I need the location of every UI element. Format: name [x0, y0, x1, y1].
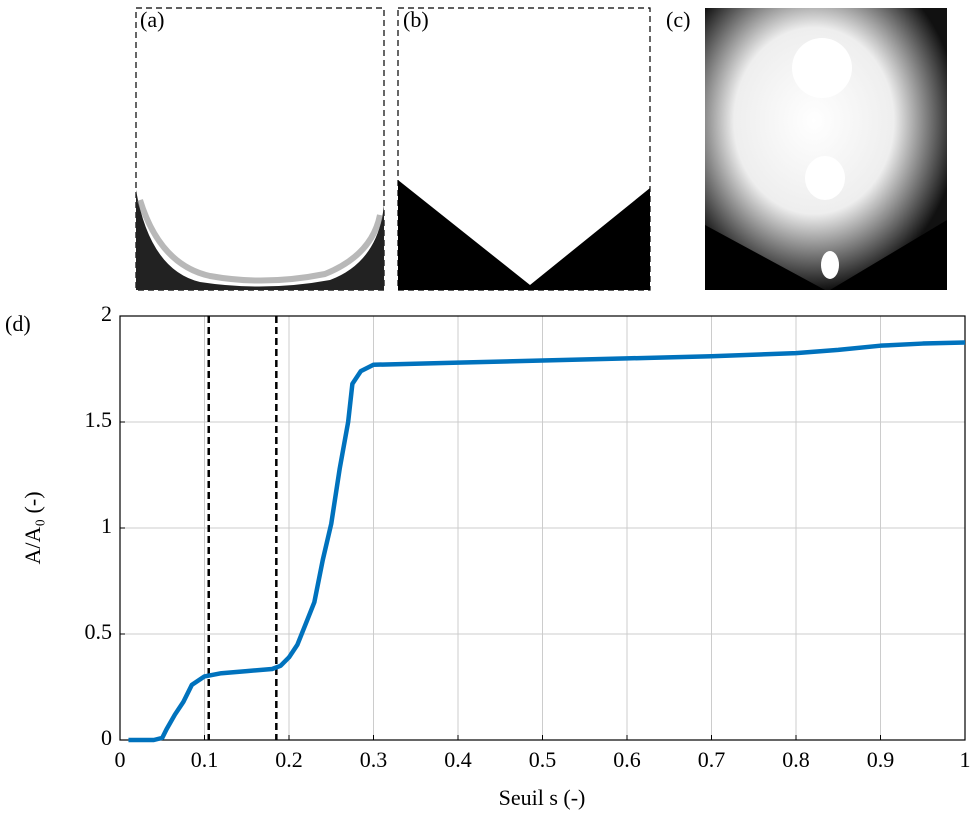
y-tick-label: 0 [101, 725, 112, 750]
x-tick-label: 0.6 [613, 747, 641, 772]
x-tick-label: 0.7 [698, 747, 726, 772]
x-tick-label: 0 [115, 747, 126, 772]
x-tick-label: 0.2 [275, 747, 303, 772]
x-tick-label: 0.3 [360, 747, 388, 772]
y-tick-label: 1 [101, 513, 112, 538]
x-tick-label: 0.1 [191, 747, 219, 772]
x-tick-label: 0.5 [529, 747, 557, 772]
panel-label: (a) [140, 7, 164, 32]
panel-label: (c) [666, 7, 690, 32]
x-axis-label: Seuil s (-) [499, 785, 586, 810]
panel-label: (d) [5, 311, 31, 336]
y-axis-label: A/A₀ (-) [20, 491, 45, 564]
x-tick-label: 0.9 [867, 747, 895, 772]
data-line [128, 340, 966, 743]
image-c [705, 8, 947, 290]
plot-frame [119, 315, 966, 741]
y-tick-label: 0.5 [85, 619, 113, 644]
panel-label: (b) [403, 7, 429, 32]
image-a [135, 7, 385, 291]
x-tick-label: 0.8 [782, 747, 810, 772]
x-tick-label: 1 [960, 747, 971, 772]
y-tick-label: 1.5 [85, 407, 113, 432]
x-tick-label: 0.4 [444, 747, 472, 772]
image-b [397, 7, 651, 291]
y-tick-label: 2 [101, 301, 112, 326]
